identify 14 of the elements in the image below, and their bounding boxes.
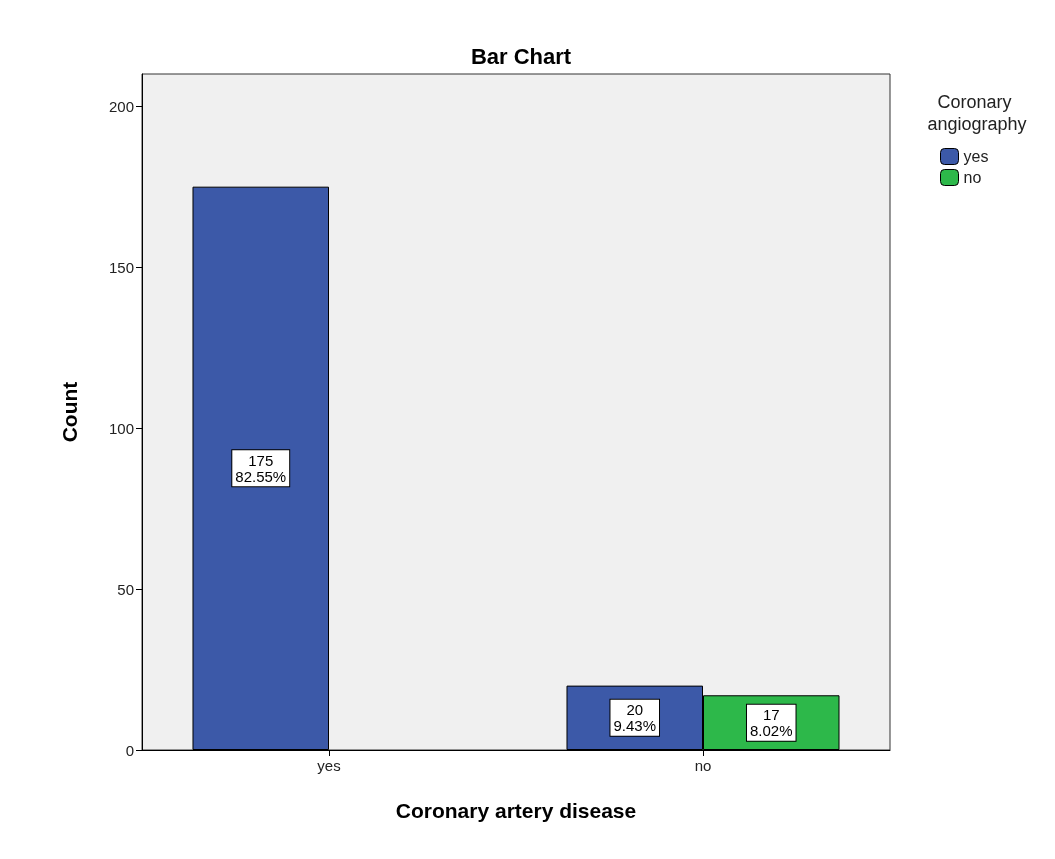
y-tick-label: 0 (125, 741, 134, 759)
y-tick-label: 100 (108, 419, 134, 437)
legend-label: yes (963, 148, 989, 165)
legend-label: no (963, 169, 982, 186)
y-tick-label: 200 (108, 97, 134, 115)
y-tick-label: 150 (108, 258, 134, 276)
chart-title: Bar Chart (470, 43, 572, 69)
y-tick-label: 50 (117, 580, 134, 598)
y-axis-title: Count (58, 381, 81, 443)
x-axis-title: Coronary artery disease (395, 799, 637, 822)
data-label: 17 8.02% (749, 706, 793, 740)
legend-title: Coronary angiography (927, 92, 1027, 134)
data-label: 175 82.55% (235, 451, 287, 485)
data-label: 20 9.43% (613, 701, 657, 735)
